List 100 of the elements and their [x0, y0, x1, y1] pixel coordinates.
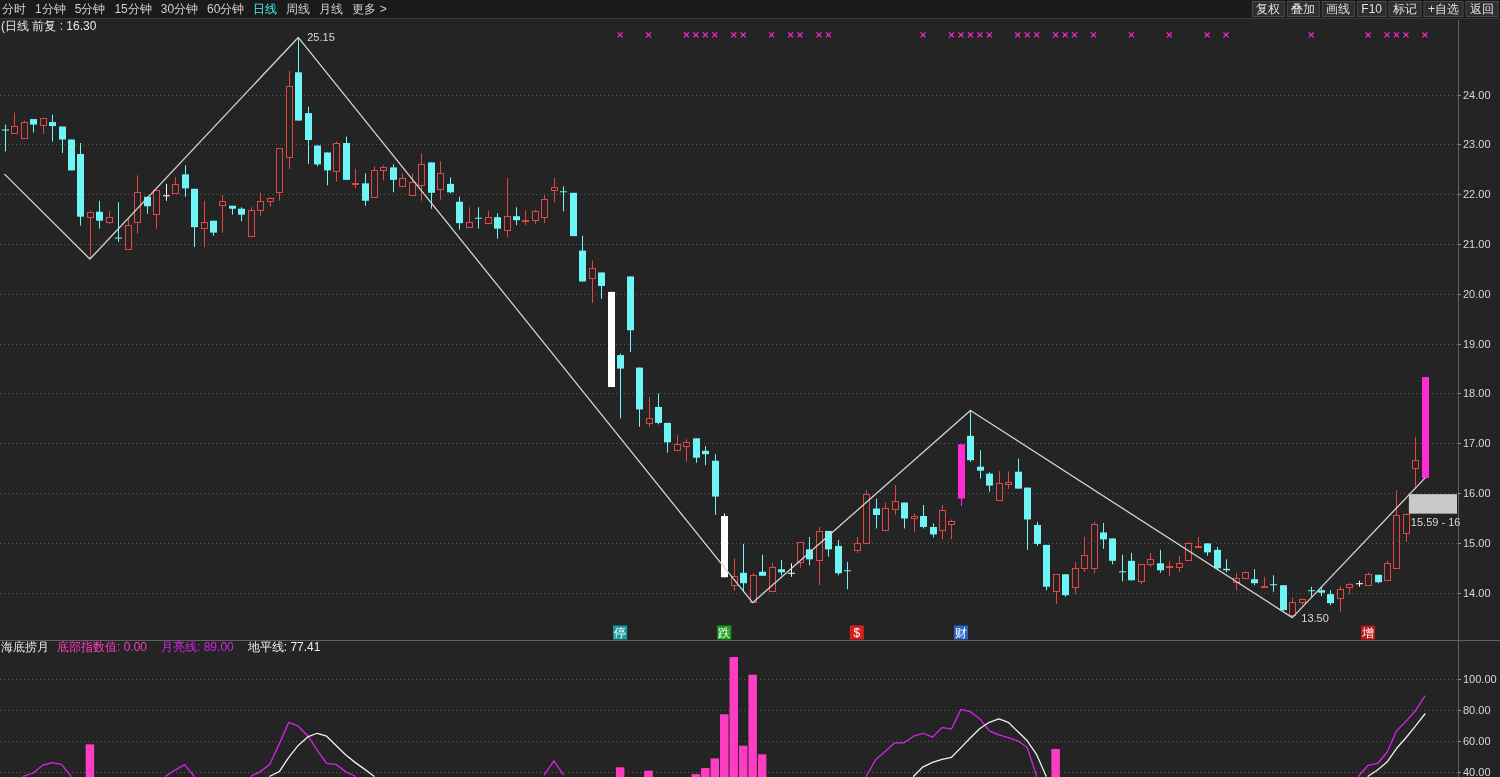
candlestick [59, 126, 66, 154]
y-tick-label: 20.00 [1463, 287, 1491, 300]
text: 日线 [253, 2, 278, 16]
candlestick [418, 152, 425, 202]
candlestick [1100, 522, 1107, 550]
candlestick [362, 172, 369, 207]
candlestick [920, 504, 927, 529]
candlestick [646, 396, 653, 428]
text: 返回 [1470, 2, 1494, 16]
y-tick-label: 19.00 [1463, 337, 1491, 350]
text: 标记 [1391, 2, 1417, 16]
candlestick [1261, 576, 1268, 588]
y-tick-label: 16.00 [1463, 487, 1491, 500]
candlestick [1270, 574, 1277, 593]
candlestick [96, 200, 103, 230]
candlestick [201, 200, 208, 248]
candlestick [560, 185, 567, 212]
candlestick [352, 168, 359, 189]
y-tick-label: 18.00 [1463, 387, 1491, 400]
candlestick [1157, 549, 1164, 574]
candlestick [844, 561, 851, 590]
y-tick-label: 23.00 [1463, 138, 1491, 151]
candlestick [1214, 546, 1221, 571]
candlestick [873, 498, 880, 529]
candlestick [153, 189, 160, 230]
candlestick [541, 194, 548, 224]
candlestick [2, 124, 9, 152]
text: F10 [1361, 2, 1383, 16]
candlestick [162, 183, 171, 202]
text: 叠加 [1291, 2, 1316, 16]
candlestick [437, 160, 444, 201]
candlestick [911, 513, 918, 533]
data-label: 跌 [718, 626, 731, 641]
text: 1分钟 [35, 2, 66, 16]
text: 分时 [2, 2, 26, 16]
text: 更多 > [352, 2, 387, 16]
candlestick [1138, 563, 1145, 585]
candlestick [504, 177, 511, 238]
candlestick [1119, 554, 1126, 582]
candlestick [683, 438, 690, 463]
candlestick [598, 271, 605, 300]
candlestick [1384, 560, 1391, 582]
candlestick [87, 210, 94, 260]
data-label: 25.15 [307, 31, 335, 44]
text: 5分钟 [74, 2, 106, 16]
data-label: 财 [954, 626, 967, 641]
data-label: 13.50 [1301, 611, 1329, 624]
candlestick [1403, 513, 1410, 543]
y-tick-label: 15.00 [1463, 536, 1491, 549]
candlestick [892, 484, 899, 516]
candlestick [1109, 537, 1116, 565]
candlestick [1128, 552, 1135, 582]
candlestick [551, 177, 558, 203]
annotation: 15.59 - 16 [1410, 516, 1461, 529]
candlestick [977, 449, 984, 480]
candlestick [125, 218, 132, 250]
text: 画线 [1326, 2, 1351, 16]
candlestick [1412, 436, 1419, 488]
candlestick [466, 206, 473, 228]
candlestick [996, 470, 1003, 501]
y-tick-label: 17.00 [1463, 437, 1491, 450]
candlestick [986, 471, 993, 493]
text: +自选 [1427, 2, 1459, 16]
candlestick [1015, 458, 1022, 490]
candlestick [1072, 561, 1079, 595]
candlestick [1034, 521, 1041, 547]
text: 30分钟 [160, 2, 199, 16]
text: 周线 [286, 2, 311, 16]
candlestick [797, 541, 804, 569]
candlestick [589, 260, 596, 304]
candlestick [1081, 536, 1088, 573]
candlestick [390, 163, 397, 193]
candlestick [664, 422, 671, 454]
candlestick [939, 504, 946, 540]
text: 复权 [1256, 2, 1281, 16]
candlestick [475, 206, 482, 230]
chart-title: 海底捞月 [1, 640, 49, 654]
data-label: 增 [1361, 626, 1375, 641]
candlestick [49, 114, 56, 143]
text: 底部指数值: 0.00 [57, 640, 148, 654]
candlestick [617, 353, 624, 419]
text: 月亮线: 89.00 [161, 640, 235, 654]
data-label: 停 [614, 626, 627, 641]
candlestick [901, 502, 908, 529]
text: 月线 [319, 2, 344, 16]
candlestick [182, 164, 189, 198]
candlestick [1062, 573, 1069, 598]
y-tick-label: 22.00 [1463, 188, 1491, 201]
candlestick [409, 172, 416, 196]
candlestick [257, 192, 264, 217]
y-tick-label: 24.00 [1463, 88, 1491, 101]
candlestick [740, 543, 747, 593]
candlestick [655, 392, 662, 425]
candlestick [882, 502, 889, 531]
y-tick-label: 100.00 [1463, 673, 1497, 686]
candlestick [314, 144, 321, 167]
chart-title: (日线 前复 : 16.30 [1, 19, 97, 33]
candlestick [11, 112, 18, 134]
y-tick-label: 60.00 [1463, 734, 1491, 747]
candlestick [1053, 573, 1060, 605]
